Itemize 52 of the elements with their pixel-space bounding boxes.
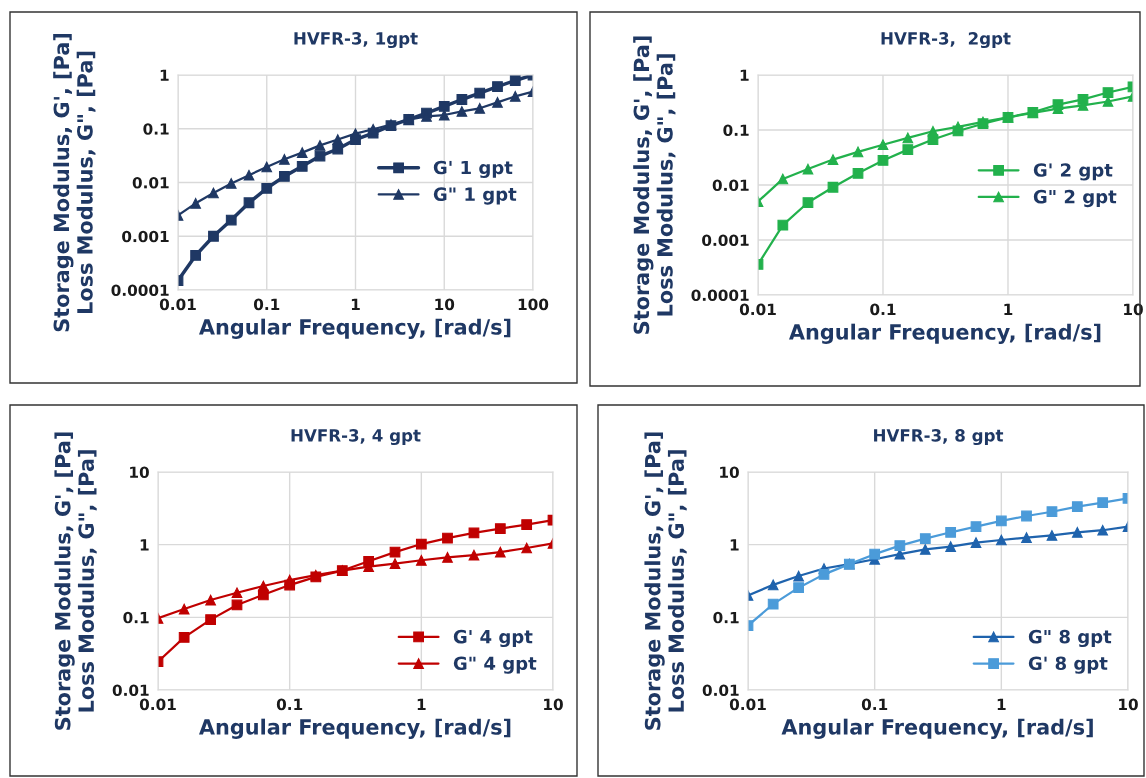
chart-title: HVFR-3, 8 gpt <box>874 429 1004 446</box>
y-axis-title: Storage Modulus, G', [Pa] Loss Modulus, G", [Pa] <box>54 432 97 730</box>
x-tick-label: 1 <box>417 698 426 710</box>
x-tick-label: 0.01 <box>159 298 196 311</box>
chart-title: HVFR-3, 4 gpt <box>291 429 421 446</box>
y-tick-label: 0.1 <box>143 123 169 135</box>
y-tick-label: 10 <box>130 466 149 479</box>
x-tick-label: 0.1 <box>276 698 303 711</box>
x-tick-label: 1 <box>351 298 360 310</box>
chart-title: HVFR-3, 1gpt <box>294 32 418 49</box>
legend-label: G' 4 gpt <box>453 629 533 648</box>
x-axis-title: Angular Frequency, [rad/s] <box>198 318 511 339</box>
y-tick-label: 0.0001 <box>691 289 749 302</box>
y-tick-label: 0.1 <box>723 124 749 137</box>
x-tick-label: 1 <box>997 698 1006 710</box>
legend-label: G' 8 gpt <box>1028 656 1108 674</box>
y-tick-label: 10 <box>720 466 739 479</box>
x-tick-label: 10 <box>435 298 455 311</box>
y-tick-label: 0.1 <box>123 611 149 624</box>
legend-label: G" 1 gpt <box>433 187 517 205</box>
x-tick-label: 100 <box>518 298 549 311</box>
y-tick-label: 0.001 <box>122 230 169 243</box>
x-axis-title: Angular Frequency, [rad/s] <box>198 718 511 739</box>
y-axis-title: Storage Modulus, G', [Pa] Loss Modulus, G", [Pa] <box>53 33 96 332</box>
x-axis-title: Angular Frequency, [rad/s] <box>788 323 1101 344</box>
legend-label: G' 2 gpt <box>1033 163 1113 181</box>
y-tick-label: 0.001 <box>702 234 749 247</box>
y-axis-title: Storage Modulus, G', [Pa] Loss Modulus, G", [Pa] <box>644 432 687 730</box>
x-tick-label: 10 <box>544 698 563 711</box>
y-tick-label: 0.01 <box>132 176 169 189</box>
y-tick-label: 0.1 <box>713 611 739 624</box>
y-tick-label: 1 <box>740 69 749 81</box>
x-tick-label: 10 <box>1119 698 1138 711</box>
y-tick-label: 1 <box>730 539 739 551</box>
x-tick-label: 0.1 <box>870 303 896 316</box>
legend-label: G" 8 gpt <box>1028 629 1112 648</box>
x-tick-label: 0.1 <box>253 298 280 311</box>
x-tick-label: 0.1 <box>861 698 888 711</box>
y-tick-label: 0.01 <box>112 684 149 697</box>
y-tick-label: 0.01 <box>712 179 749 192</box>
legend-label: G" 2 gpt <box>1033 189 1117 208</box>
y-tick-label: 1 <box>160 69 169 81</box>
chart-title: HVFR-3, 2gpt <box>881 32 1011 49</box>
y-tick-label: 0.0001 <box>111 284 169 297</box>
legend-label: G' 1 gpt <box>433 160 513 178</box>
y-tick-label: 0.01 <box>702 684 739 697</box>
legend-label: G" 4 gpt <box>453 656 537 674</box>
y-axis-title: Storage Modulus, G', [Pa] Loss Modulus, G", [Pa] <box>633 36 676 334</box>
x-tick-label: 1 <box>1004 303 1013 315</box>
x-axis-title: Angular Frequency, [rad/s] <box>781 718 1093 739</box>
x-tick-label: 0.01 <box>739 303 776 316</box>
y-tick-label: 1 <box>140 539 149 551</box>
